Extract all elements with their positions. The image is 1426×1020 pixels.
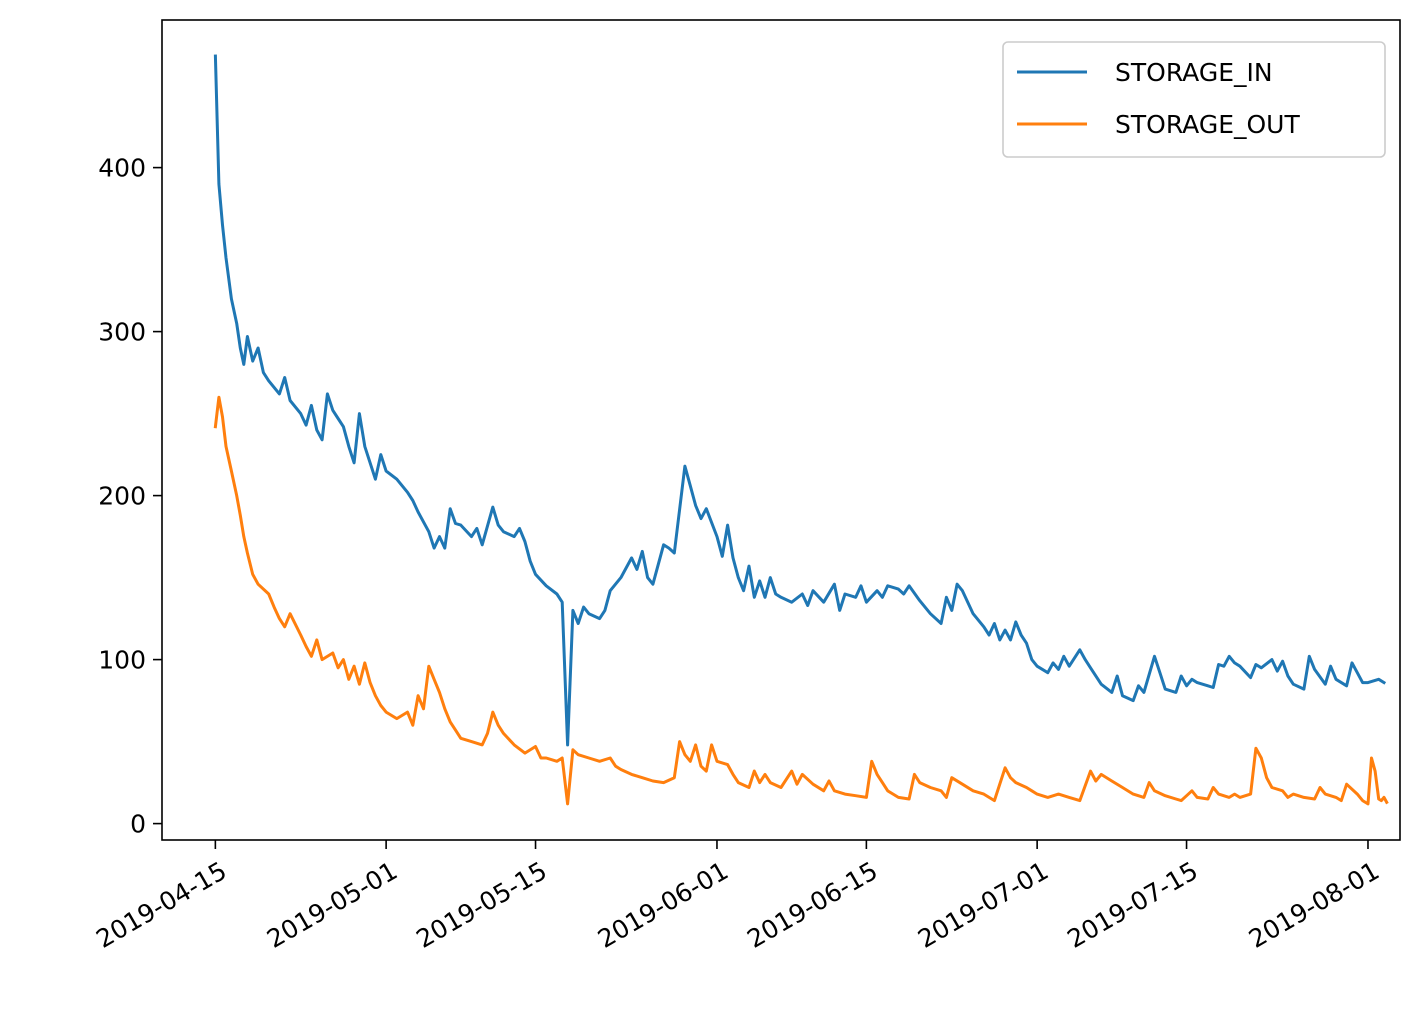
series-layer [213, 54, 1389, 806]
y-tick-label: 0 [130, 810, 146, 839]
plot-frame [161, 19, 1401, 841]
y-tick-label: 400 [98, 154, 146, 183]
legend-label-storage-out: STORAGE_OUT [1115, 110, 1300, 139]
legend-label-storage-in: STORAGE_IN [1115, 58, 1273, 87]
y-tick-label: 200 [98, 482, 146, 511]
y-axis: 0 100 200 300 400 [98, 154, 162, 839]
series-line-storage-out [213, 395, 1389, 806]
y-tick-label: 100 [98, 646, 146, 675]
series-line-storage-in [213, 54, 1387, 747]
legend-box [1002, 41, 1386, 158]
y-tick-label: 300 [98, 318, 146, 347]
legend: STORAGE_IN STORAGE_OUT [1002, 41, 1386, 158]
